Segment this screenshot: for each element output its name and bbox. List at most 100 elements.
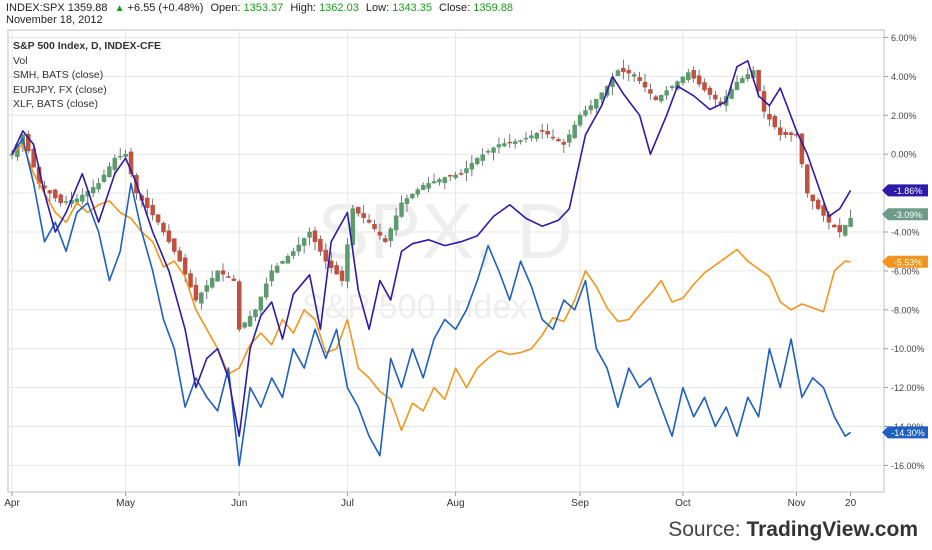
price-change: +6.55 (+0.48%) <box>127 2 204 14</box>
up-arrow-icon: ▲ <box>114 3 125 14</box>
candle <box>25 133 31 152</box>
open-label: Open: <box>210 2 241 14</box>
candle <box>556 139 561 142</box>
candle <box>821 205 826 216</box>
candle <box>366 219 372 223</box>
high-label: High: <box>290 2 316 14</box>
y-tick-label: -12.00% <box>891 383 925 393</box>
y-tick-label: 2.00% <box>891 111 917 121</box>
candle <box>783 131 788 136</box>
candle <box>285 256 291 264</box>
candle <box>447 174 453 177</box>
candle <box>204 285 210 292</box>
candle <box>567 134 572 143</box>
candle <box>393 215 399 231</box>
y-tick-label: 0.00% <box>891 150 917 160</box>
candle <box>815 199 821 209</box>
y-tick-label: 6.00% <box>891 33 917 43</box>
candle <box>502 143 507 147</box>
plot-frame <box>7 29 885 493</box>
candle <box>318 238 323 252</box>
candle <box>832 224 837 228</box>
candle <box>729 89 734 99</box>
x-tick-label: Oct <box>675 498 691 509</box>
candle <box>475 157 480 165</box>
candle <box>588 105 594 111</box>
candle <box>664 90 669 96</box>
candle <box>583 110 588 116</box>
value-badge-label: -5.53% <box>894 257 923 267</box>
legend-item-eurjpy[interactable]: EURJPY, FX (close) <box>13 83 107 96</box>
candle <box>301 238 307 246</box>
candle <box>415 189 421 195</box>
candle <box>80 194 85 202</box>
legend-title: S&P 500 Index, D, INDEX-CFE <box>13 40 162 52</box>
candle <box>778 127 783 135</box>
candle <box>740 78 745 84</box>
candle <box>53 189 58 199</box>
candle <box>745 74 751 79</box>
legend-item-vol[interactable]: Vol <box>13 54 28 67</box>
candle <box>805 164 810 194</box>
quote-date: November 18, 2012 <box>6 14 103 26</box>
open-value: 1353.37 <box>243 2 284 14</box>
candle <box>469 163 475 170</box>
candle <box>345 244 350 282</box>
candle <box>215 270 220 282</box>
candle <box>539 130 545 132</box>
xlf-line <box>11 137 852 467</box>
candle <box>145 197 150 208</box>
candle <box>161 222 166 233</box>
candle <box>399 202 404 217</box>
candle <box>615 70 621 77</box>
candle <box>437 179 442 183</box>
candle <box>621 67 626 73</box>
candle <box>545 130 550 135</box>
candle <box>101 174 107 182</box>
source-prefix: Source: <box>668 518 747 541</box>
candle <box>491 147 496 153</box>
candle <box>702 82 707 91</box>
candle <box>799 133 805 165</box>
candle <box>226 276 231 278</box>
candle <box>188 273 193 288</box>
candle <box>323 249 329 262</box>
candle <box>307 231 312 238</box>
candle <box>334 265 339 275</box>
candle <box>328 260 334 268</box>
value-badge-label: -3.09% <box>894 210 923 220</box>
source-brand: TradingView.com <box>746 518 918 541</box>
candle <box>464 168 469 174</box>
candle <box>356 206 361 214</box>
symbol: INDEX:SPX <box>6 2 65 14</box>
candle <box>707 87 713 95</box>
candle <box>577 115 583 126</box>
candle <box>199 292 204 304</box>
candle <box>269 270 274 282</box>
legend-item-smh[interactable]: SMH, BATS (close) <box>13 69 104 81</box>
y-tick-label: 4.00% <box>891 72 917 82</box>
candle <box>453 174 458 178</box>
candle <box>296 244 301 252</box>
candle <box>713 94 718 100</box>
candle <box>550 136 556 139</box>
candle <box>220 270 226 275</box>
source-credit: Source: TradingView.com <box>668 518 918 542</box>
candle <box>209 277 215 288</box>
candle <box>312 230 318 242</box>
candle <box>631 74 637 77</box>
candle <box>485 151 491 153</box>
legend-item-xlf[interactable]: XLF, BATS (close) <box>13 98 98 110</box>
candle <box>339 270 345 281</box>
candle <box>734 81 740 90</box>
high-value: 1362.03 <box>319 2 359 14</box>
candle <box>58 194 63 204</box>
candle <box>117 155 123 158</box>
value-badge-label: -1.86% <box>894 186 923 196</box>
candle <box>420 185 426 190</box>
candle <box>372 224 377 230</box>
y-tick-label: -8.00% <box>891 305 920 315</box>
candle <box>599 92 604 100</box>
watermark-symbol: SPX, D <box>317 187 573 275</box>
